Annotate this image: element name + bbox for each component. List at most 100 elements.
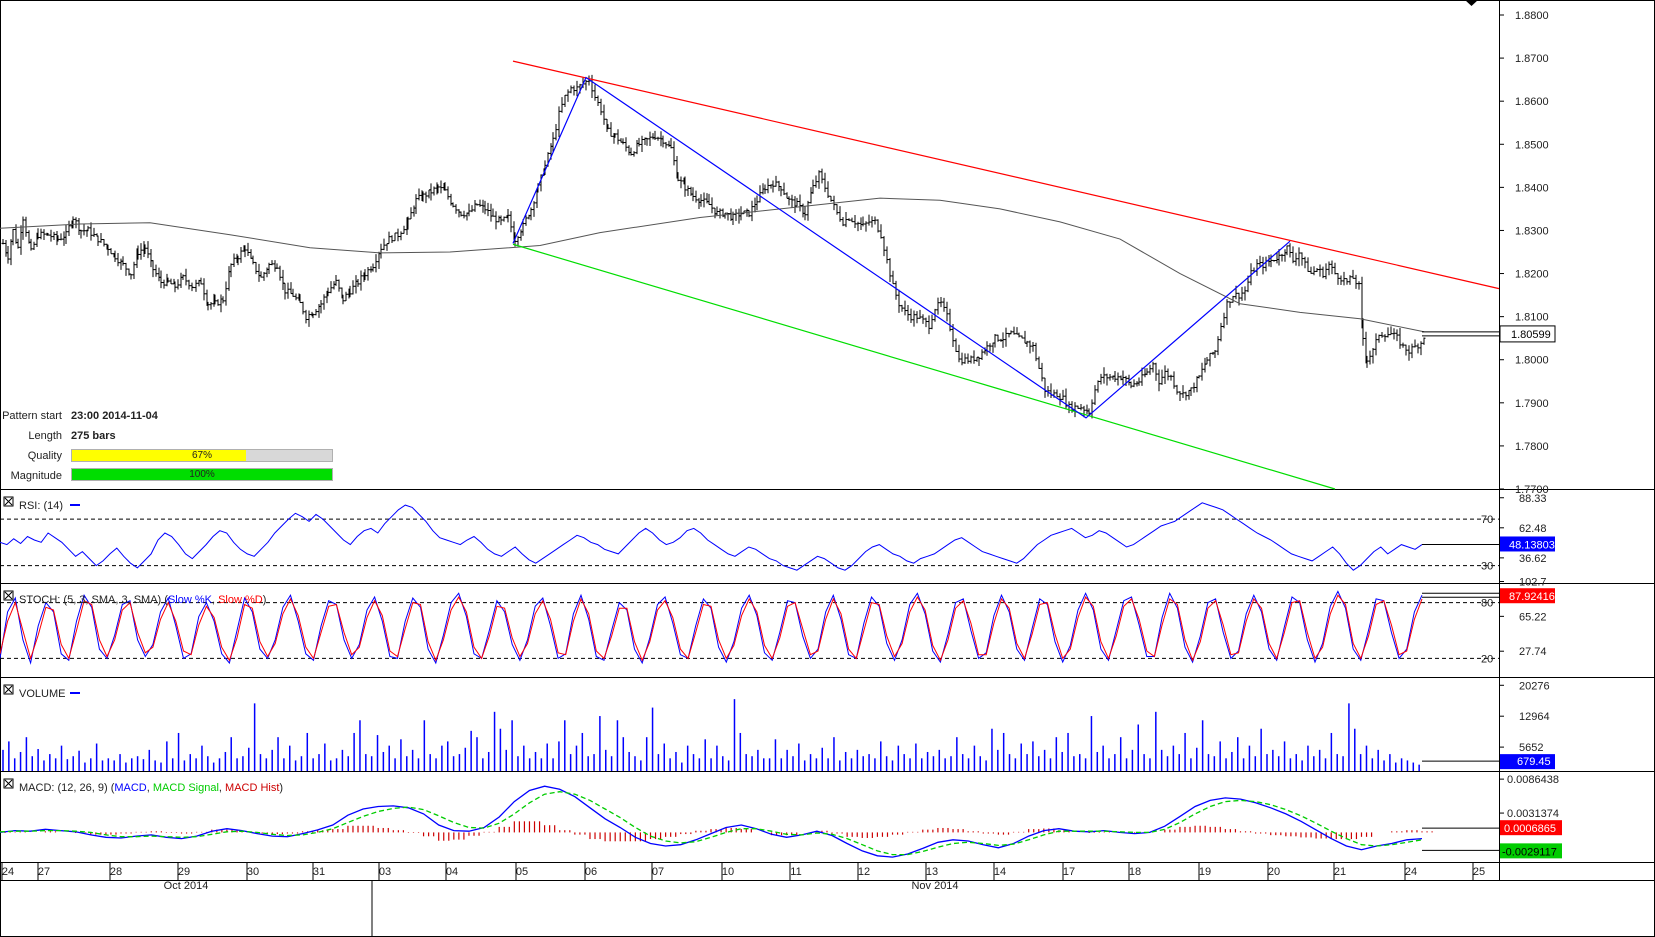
macd-signal-label: 0.0006865 — [1504, 823, 1556, 835]
macd-value-box — [1500, 843, 1562, 859]
macd-signal-box — [1500, 820, 1562, 836]
indicator-level-label: 20 — [1481, 653, 1493, 665]
pattern-info-panel: Pattern start 23:00 2014-11-04 Length 27… — [0, 410, 340, 490]
time-tick-label: 25 — [1473, 866, 1485, 878]
time-tick-label: 13 — [926, 866, 938, 878]
time-tick-label: 28 — [110, 866, 122, 878]
magnitude-label: Magnitude — [10, 470, 62, 482]
price-tick-label: 1.8200 — [1515, 269, 1549, 281]
collapse-arrow-icon — [1465, 0, 1478, 6]
indicator-level-label: 70 — [1481, 514, 1493, 526]
time-tick-label: 30 — [247, 866, 259, 878]
time-tick-label: 07 — [652, 866, 664, 878]
macd-title-text: MACD: (12, 26, 9) ( — [19, 782, 115, 794]
pattern-start-label: Pattern start — [2, 410, 62, 422]
price-tick-label: 1.7900 — [1515, 398, 1549, 410]
price-tick-label: 1.8300 — [1515, 225, 1549, 237]
macd-legend-sep: , — [219, 782, 225, 794]
panel-toggle-icon — [4, 685, 13, 694]
quality-bar: 67% — [71, 449, 333, 462]
macd-legend-macd: MACD — [114, 782, 146, 794]
macd-legend-hist: MACD Hist — [225, 782, 279, 794]
rsi-current-box — [1500, 536, 1555, 552]
price-tick-label: 1.8000 — [1515, 355, 1549, 367]
length-value: 275 bars — [71, 430, 116, 442]
time-tick-label: 12 — [858, 866, 870, 878]
stoch-panel: 102.7 65.22 27.74 80 20 STOCH: (5, 3, SMA, 3,… — [0, 576, 1555, 665]
pattern-start-value: 23:00 2014-11-04 — [71, 410, 158, 422]
moving-average-line — [0, 197, 1425, 333]
magnitude-value: 100% — [189, 469, 215, 480]
panel-toggle-icon — [4, 591, 13, 600]
time-tick-label: 06 — [585, 866, 597, 878]
time-axis: 24 27 28 29 30 31 03 04 05 06 07 10 11 12 13 14 17 18 19 20… — [1, 862, 1485, 937]
stoch-legend-sep: , — [212, 594, 218, 606]
resistance-trend-line — [512, 60, 1500, 290]
macd-line — [0, 785, 1423, 858]
month-label: Nov 2014 — [911, 880, 958, 892]
macd-tick-label: 0.0086438 — [1507, 774, 1559, 786]
time-tick-label: 10 — [722, 866, 734, 878]
macd-legend-signal: MACD Signal — [153, 782, 219, 794]
rsi-current-label: 48.13803 — [1509, 539, 1555, 551]
time-tick-label: 24 — [2, 866, 14, 878]
indicator-level-label: 30 — [1481, 561, 1493, 573]
pattern-zigzag-line — [512, 76, 1291, 419]
magnitude-fill — [72, 469, 332, 480]
price-tick-label: 1.8500 — [1515, 139, 1549, 151]
indicator-tick-label: 88.33 — [1519, 493, 1547, 505]
volume-tick-label: 20276 — [1519, 680, 1550, 692]
indicator-tick-label: 36.62 — [1519, 553, 1547, 565]
stoch-legend-d: Slow %D — [218, 594, 263, 606]
time-tick-label: 19 — [1199, 866, 1211, 878]
time-tick-label: 11 — [790, 866, 801, 878]
time-tick-label: 03 — [379, 866, 391, 878]
current-price-label: 1.80599 — [1511, 329, 1551, 341]
indicator-tick-label: 102.7 — [1519, 576, 1547, 588]
volume-panel: 20276 12964 5652 VOLUME 679.45 — [2, 680, 1555, 771]
stoch-current-box — [1500, 588, 1555, 604]
price-tick-label: 1.7700 — [1515, 484, 1549, 496]
time-tick-label: 04 — [446, 866, 458, 878]
macd-tick-label: 0.0031374 — [1507, 808, 1559, 820]
indicator-tick-label: 27.74 — [1519, 646, 1547, 658]
volume-title: VOLUME — [19, 688, 65, 700]
price-panel: 1.8800 1.8700 1.8600 1.8500 1.8400 1.8300 1.82… — [0, 0, 1556, 496]
time-tick-label: 27 — [38, 866, 50, 878]
price-tick-label: 1.8800 — [1515, 10, 1549, 22]
rsi-panel: 88.33 62.48 36.62 70 30 RSI: (14) 48.13803 — [0, 493, 1555, 573]
time-tick-label: 21 — [1334, 866, 1346, 878]
time-tick-label: 17 — [1063, 866, 1075, 878]
length-label: Length — [28, 430, 62, 442]
macd-legend-close: ) — [279, 782, 283, 794]
indicator-series-line — [0, 594, 1423, 662]
price-tick-label: 1.8600 — [1515, 96, 1549, 108]
volume-tick-label: 5652 — [1519, 742, 1543, 754]
indicator-tick-label: 65.22 — [1519, 611, 1547, 623]
current-price-box — [1499, 325, 1556, 343]
time-tick-label: 24 — [1405, 866, 1417, 878]
time-tick-label: 18 — [1129, 866, 1141, 878]
time-tick-label: 05 — [516, 866, 528, 878]
macd-title: MACD: (12, 26, 9) (MACD, MACD Signal, MA… — [19, 782, 283, 794]
time-tick-label: 31 — [313, 866, 325, 878]
price-tick-label: 1.8700 — [1515, 53, 1549, 65]
time-tick-label: 20 — [1268, 866, 1280, 878]
price-tick-label: 1.8400 — [1515, 182, 1549, 194]
quality-fill — [72, 450, 247, 461]
stoch-legend-k: Slow %K — [168, 594, 213, 606]
time-tick-label: 29 — [178, 866, 190, 878]
indicator-series-line — [0, 502, 1423, 571]
stoch-legend-close: ) — [263, 594, 267, 606]
macd-signal-line — [0, 791, 1423, 856]
month-label: Oct 2014 — [164, 880, 209, 892]
stoch-title-text: STOCH: (5, 3, SMA, 3, SMA) ( — [19, 594, 168, 606]
price-tick-label: 1.7800 — [1515, 441, 1549, 453]
panel-toggle-icon — [4, 497, 13, 506]
stoch-title: STOCH: (5, 3, SMA, 3, SMA) (Slow %K, Slo… — [19, 594, 266, 606]
quality-value: 67% — [191, 450, 212, 461]
indicator-level-label: 80 — [1481, 598, 1493, 610]
indicator-tick-label: 62.48 — [1519, 523, 1547, 535]
